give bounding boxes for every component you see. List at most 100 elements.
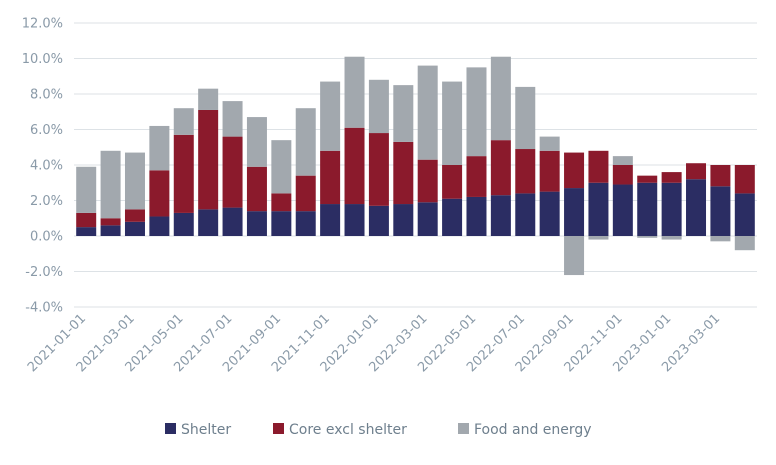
bar-shelter-2023-01-01 bbox=[661, 182, 682, 236]
bar-food-and-energy-2021-09-01 bbox=[271, 140, 292, 194]
bar-food-and-energy-2021-04-01 bbox=[149, 125, 170, 171]
bar-shelter-2022-08-01 bbox=[539, 191, 560, 236]
bar-core-excl-shelter-2023-04-01 bbox=[734, 165, 755, 194]
bar-food-and-energy-2023-04-01 bbox=[734, 236, 755, 251]
bar-core-excl-shelter-2021-07-01 bbox=[222, 136, 243, 208]
bar-core-excl-shelter-2022-11-01 bbox=[612, 165, 633, 185]
bar-food-and-energy-2022-07-01 bbox=[515, 86, 536, 150]
bar-food-and-energy-2021-11-01 bbox=[320, 81, 341, 151]
bar-core-excl-shelter-2023-02-01 bbox=[686, 163, 707, 180]
bar-food-and-energy-2021-08-01 bbox=[246, 117, 267, 167]
bar-food-and-energy-2021-02-01 bbox=[100, 150, 121, 219]
bar-food-and-energy-2021-07-01 bbox=[222, 101, 243, 137]
bar-food-and-energy-2023-01-01 bbox=[661, 236, 682, 240]
bar-food-and-energy-2022-06-01 bbox=[490, 56, 511, 141]
bar-core-excl-shelter-2023-03-01 bbox=[710, 165, 731, 187]
bar-core-excl-shelter-2022-05-01 bbox=[466, 156, 487, 197]
bar-food-and-energy-2022-09-01 bbox=[564, 236, 585, 276]
bar-shelter-2021-08-01 bbox=[246, 211, 267, 236]
bar-food-and-energy-2021-10-01 bbox=[295, 108, 316, 176]
bar-shelter-2022-05-01 bbox=[466, 196, 487, 236]
bar-core-excl-shelter-2022-02-01 bbox=[393, 141, 414, 205]
bar-core-excl-shelter-2022-10-01 bbox=[588, 150, 609, 183]
bar-food-and-energy-2023-03-01 bbox=[710, 236, 731, 242]
bar-shelter-2022-06-01 bbox=[490, 195, 511, 236]
bar-core-excl-shelter-2022-06-01 bbox=[490, 140, 511, 196]
bar-food-and-energy-2022-03-01 bbox=[417, 65, 438, 160]
bar-food-and-energy-2021-01-01 bbox=[76, 166, 97, 213]
bar-shelter-2021-02-01 bbox=[100, 225, 121, 236]
bar-core-excl-shelter-2022-08-01 bbox=[539, 150, 560, 192]
y-tick-label: 6.0% bbox=[30, 123, 63, 138]
legend-swatch-shelter bbox=[165, 423, 176, 434]
y-tick-label: 12.0% bbox=[22, 17, 63, 32]
legend-swatch-food-and-energy bbox=[458, 423, 469, 434]
bar-shelter-2022-09-01 bbox=[564, 188, 585, 236]
bar-food-and-energy-2022-05-01 bbox=[466, 67, 487, 157]
bar-shelter-2022-02-01 bbox=[393, 204, 414, 236]
y-tick-label: 8.0% bbox=[30, 88, 63, 103]
bar-food-and-energy-2022-02-01 bbox=[393, 85, 414, 142]
bar-core-excl-shelter-2022-03-01 bbox=[417, 159, 438, 203]
bar-core-excl-shelter-2022-01-01 bbox=[368, 133, 389, 206]
bar-shelter-2023-03-01 bbox=[710, 186, 731, 236]
bar-core-excl-shelter-2021-03-01 bbox=[124, 209, 145, 222]
bar-core-excl-shelter-2021-09-01 bbox=[271, 193, 292, 212]
bar-shelter-2021-06-01 bbox=[198, 209, 219, 236]
bar-shelter-2022-01-01 bbox=[368, 205, 389, 236]
bar-shelter-2022-07-01 bbox=[515, 193, 536, 236]
bar-shelter-2021-07-01 bbox=[222, 207, 243, 236]
bar-core-excl-shelter-2021-10-01 bbox=[295, 175, 316, 212]
bar-core-excl-shelter-2021-02-01 bbox=[100, 218, 121, 226]
bar-shelter-2022-11-01 bbox=[612, 184, 633, 236]
bar-food-and-energy-2022-11-01 bbox=[612, 156, 633, 165]
bar-shelter-2022-04-01 bbox=[442, 198, 463, 236]
bar-core-excl-shelter-2021-05-01 bbox=[173, 134, 194, 213]
bar-shelter-2022-12-01 bbox=[637, 182, 658, 236]
bar-shelter-2021-05-01 bbox=[173, 212, 194, 236]
bar-core-excl-shelter-2021-11-01 bbox=[320, 150, 341, 205]
bar-food-and-energy-2021-12-01 bbox=[344, 56, 365, 128]
bar-shelter-2022-03-01 bbox=[417, 202, 438, 236]
y-axis-ticks: -4.0% -2.0% 0.0% 2.0% 4.0% 6.0% 8.0% 10.0% 12.0% bbox=[22, 17, 63, 316]
y-tick-label: 2.0% bbox=[30, 194, 63, 209]
y-tick-label: 10.0% bbox=[22, 52, 63, 67]
bar-food-and-energy-2021-06-01 bbox=[198, 88, 219, 110]
legend-swatch-core-excl-shelter bbox=[273, 423, 284, 434]
bar-shelter-2023-02-01 bbox=[686, 179, 707, 236]
legend-label-shelter: Shelter bbox=[181, 422, 231, 438]
legend-label-food-and-energy: Food and energy bbox=[474, 422, 592, 438]
bar-shelter-2023-04-01 bbox=[734, 193, 755, 236]
bar-food-and-energy-2022-10-01 bbox=[588, 236, 609, 240]
legend-label-core-excl-shelter: Core excl shelter bbox=[289, 422, 407, 438]
bar-core-excl-shelter-2021-12-01 bbox=[344, 127, 365, 205]
y-tick-label: -2.0% bbox=[25, 265, 63, 280]
x-axis-ticks: 2021-01-012021-03-012021-05-012021-07-01… bbox=[25, 311, 723, 375]
bar-shelter-2021-11-01 bbox=[320, 204, 341, 236]
bar-core-excl-shelter-2021-06-01 bbox=[198, 109, 219, 210]
y-tick-label: 0.0% bbox=[30, 230, 63, 245]
bar-core-excl-shelter-2021-08-01 bbox=[246, 166, 267, 212]
bar-core-excl-shelter-2021-04-01 bbox=[149, 170, 170, 217]
bar-core-excl-shelter-2022-07-01 bbox=[515, 149, 536, 194]
bar-shelter-2021-04-01 bbox=[149, 216, 170, 236]
bar-core-excl-shelter-2022-04-01 bbox=[442, 165, 463, 199]
legend: Shelter Core excl shelter Food and energy bbox=[165, 422, 592, 438]
bar-shelter-2022-10-01 bbox=[588, 182, 609, 236]
bar-food-and-energy-2022-04-01 bbox=[442, 81, 463, 165]
bar-shelter-2021-09-01 bbox=[271, 211, 292, 236]
bar-shelter-2021-01-01 bbox=[76, 227, 97, 236]
y-tick-label: 4.0% bbox=[30, 159, 63, 174]
y-tick-label: -4.0% bbox=[25, 301, 63, 316]
bar-food-and-energy-2021-03-01 bbox=[124, 152, 145, 210]
bar-core-excl-shelter-2021-01-01 bbox=[76, 212, 97, 228]
bar-core-excl-shelter-2022-12-01 bbox=[637, 175, 658, 183]
bar-food-and-energy-2022-01-01 bbox=[368, 79, 389, 134]
bar-food-and-energy-2021-05-01 bbox=[173, 108, 194, 135]
bar-shelter-2021-12-01 bbox=[344, 204, 365, 236]
bar-core-excl-shelter-2022-09-01 bbox=[564, 152, 585, 189]
bar-shelter-2021-03-01 bbox=[124, 221, 145, 236]
bar-shelter-2021-10-01 bbox=[295, 211, 316, 236]
